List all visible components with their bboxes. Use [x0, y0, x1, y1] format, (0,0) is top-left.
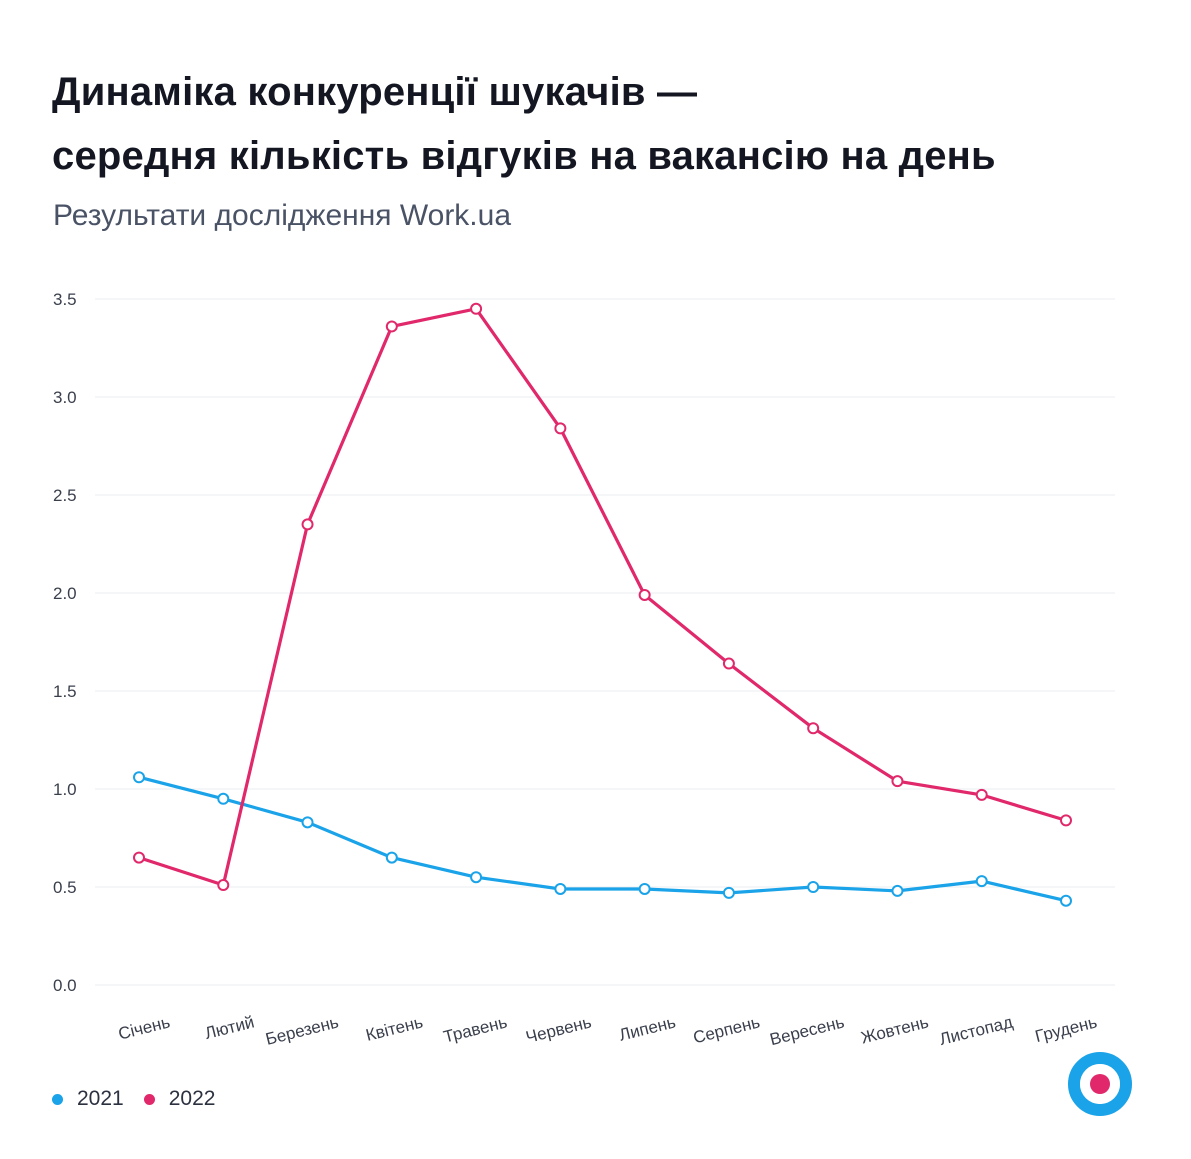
legend-item-2022: 2022 — [143, 1087, 216, 1111]
data-point-2022 — [554, 422, 567, 435]
y-tick-label: 2.5 — [53, 486, 77, 505]
data-point-2021 — [638, 882, 651, 895]
chart-title-line-1: Динаміка конкуренції шукачів — — [52, 70, 698, 114]
series-line-2021 — [137, 775, 1068, 903]
data-point-2022 — [133, 851, 145, 864]
data-point-2021 — [217, 792, 230, 805]
legend-label-2022: 2022 — [168, 1087, 216, 1110]
data-point-2021 — [301, 816, 314, 829]
x-axis-ticks: Січень Лютий Березень Квітень Травень Червень… — [116, 1012, 1099, 1049]
data-point-2021 — [133, 771, 145, 784]
legend-label-2021: 2021 — [77, 1087, 124, 1110]
data-point-2022 — [385, 320, 398, 333]
legend: 2021 2022 — [52, 1087, 235, 1111]
x-tick-label: Жовтень — [859, 1012, 931, 1047]
data-point-2022 — [891, 775, 904, 788]
y-tick-label: 3.0 — [53, 388, 77, 407]
data-point-2022 — [470, 302, 483, 315]
y-tick-label: 1.5 — [53, 682, 77, 701]
x-tick-label: Березень — [264, 1012, 341, 1048]
chart-title: Динаміка конкуренції шукачів — середня к… — [52, 60, 1152, 188]
work-ua-target-logo-icon — [1068, 1052, 1132, 1116]
x-tick-label: Січень — [116, 1012, 172, 1043]
data-point-2021 — [470, 871, 483, 884]
y-tick-label: 0.0 — [53, 976, 77, 995]
data-point-2021 — [975, 875, 988, 888]
data-point-2021 — [807, 881, 820, 893]
data-point-2022 — [1060, 814, 1072, 827]
x-tick-label: Вересень — [768, 1012, 846, 1049]
x-tick-label: Травень — [441, 1012, 509, 1046]
grid-lines — [95, 298, 1115, 986]
x-tick-label: Червень — [524, 1012, 594, 1047]
data-point-2022 — [301, 518, 314, 531]
x-tick-label: Квітень — [364, 1012, 425, 1045]
y-tick-label: 3.5 — [53, 290, 77, 309]
x-tick-label: Лютий — [203, 1012, 256, 1043]
x-tick-label: Липень — [617, 1012, 678, 1044]
x-tick-label: Листопад — [938, 1012, 1015, 1049]
data-point-2021 — [1060, 894, 1072, 907]
data-point-2022 — [638, 588, 651, 601]
legend-swatch-2022 — [143, 1093, 155, 1105]
data-point-2021 — [891, 884, 904, 897]
legend-item-2021: 2021 — [52, 1087, 124, 1111]
y-tick-label: 0.5 — [53, 878, 77, 897]
series-line-2022 — [137, 307, 1068, 887]
y-tick-label: 2.0 — [53, 584, 77, 603]
chart-subtitle: Результати дослідження Work.ua — [53, 199, 512, 232]
data-point-2022 — [722, 657, 735, 670]
data-point-2022 — [807, 722, 820, 735]
data-point-2022 — [217, 879, 230, 892]
legend-swatch-2021 — [52, 1093, 63, 1105]
data-point-2021 — [722, 886, 735, 899]
series-2021 — [133, 771, 1072, 907]
x-tick-label: Грудень — [1033, 1012, 1099, 1046]
series-2022 — [133, 302, 1072, 892]
y-axis-ticks: 0.0 0.5 1.0 1.5 2.0 2.5 3.0 3.5 — [53, 290, 77, 995]
data-point-2021 — [385, 851, 398, 864]
data-point-2021 — [554, 882, 567, 895]
y-tick-label: 1.0 — [53, 780, 77, 799]
x-tick-label: Серпень — [691, 1012, 762, 1047]
chart-title-line-2: середня кількість відгуків на вакансію н… — [52, 134, 996, 178]
data-point-2022 — [975, 788, 988, 801]
series-lines — [133, 302, 1072, 907]
